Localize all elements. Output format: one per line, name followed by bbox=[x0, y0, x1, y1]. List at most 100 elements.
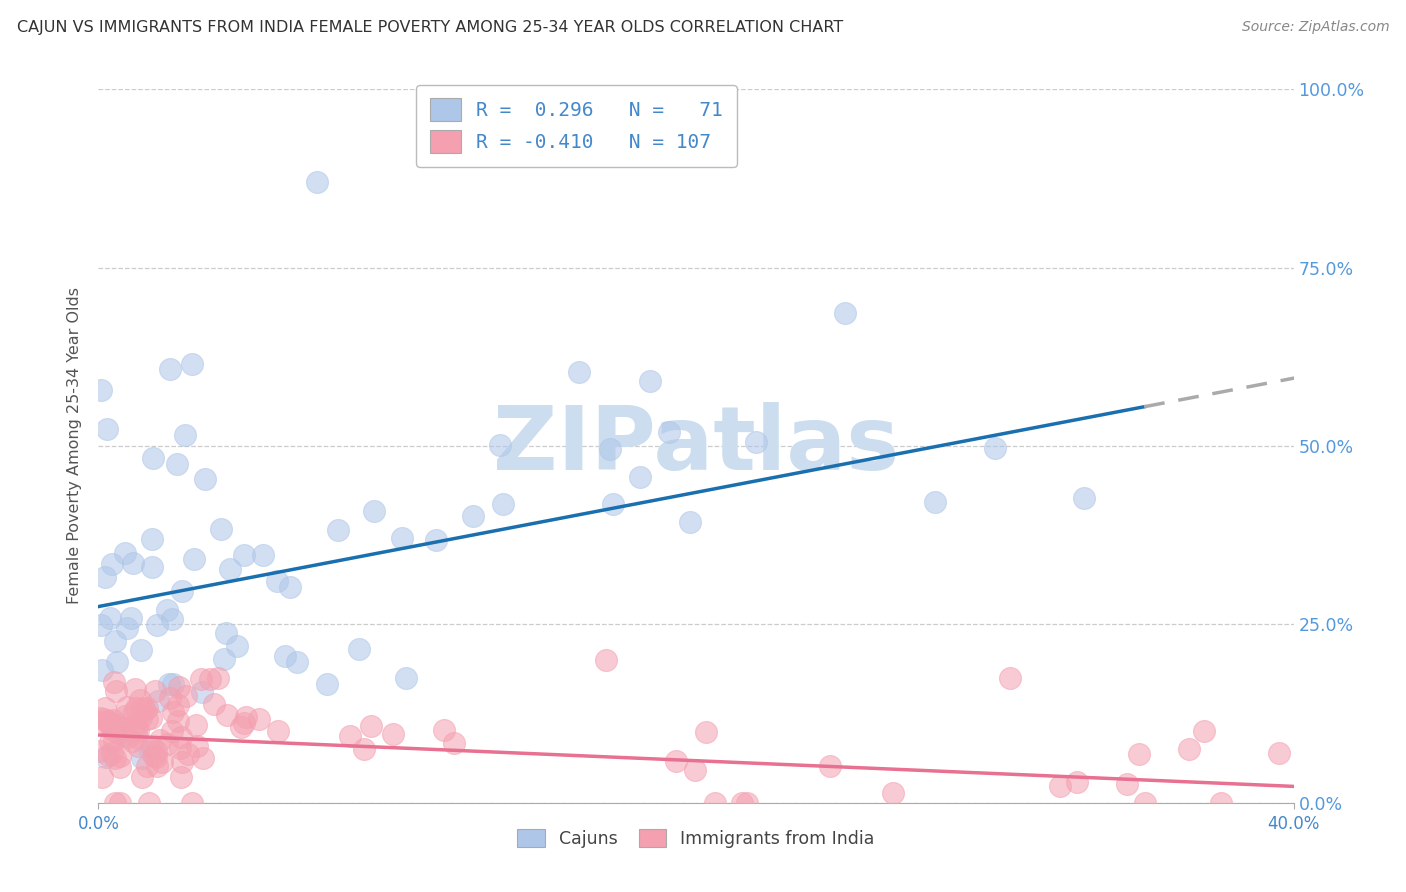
Point bbox=[104, 796, 127, 810]
Point bbox=[108, 720, 131, 734]
Point bbox=[167, 680, 190, 694]
Point bbox=[492, 497, 515, 511]
Point bbox=[274, 649, 297, 664]
Point bbox=[202, 698, 225, 712]
Point bbox=[115, 621, 138, 635]
Point bbox=[129, 643, 152, 657]
Point bbox=[142, 450, 165, 465]
Point bbox=[215, 626, 238, 640]
Point bbox=[117, 730, 139, 744]
Point bbox=[156, 602, 179, 616]
Point bbox=[127, 724, 149, 739]
Point bbox=[141, 533, 163, 547]
Point bbox=[129, 710, 152, 724]
Point bbox=[212, 651, 235, 665]
Point bbox=[658, 425, 681, 439]
Point bbox=[139, 744, 162, 758]
Point bbox=[146, 617, 169, 632]
Point bbox=[186, 739, 208, 753]
Point bbox=[184, 718, 207, 732]
Point bbox=[104, 684, 127, 698]
Point bbox=[141, 559, 163, 574]
Point bbox=[1178, 742, 1201, 756]
Point bbox=[104, 717, 127, 731]
Point bbox=[267, 723, 290, 738]
Point bbox=[924, 495, 946, 509]
Text: ZIPatlas: ZIPatlas bbox=[494, 402, 898, 490]
Point bbox=[134, 703, 156, 717]
Point bbox=[695, 724, 717, 739]
Point bbox=[169, 740, 191, 755]
Point bbox=[96, 422, 118, 436]
Point bbox=[602, 496, 624, 510]
Point bbox=[114, 708, 136, 723]
Point bbox=[97, 714, 120, 728]
Point bbox=[326, 523, 349, 537]
Point bbox=[247, 712, 270, 726]
Point bbox=[121, 734, 143, 748]
Point bbox=[166, 457, 188, 471]
Point bbox=[679, 515, 702, 529]
Point bbox=[316, 677, 339, 691]
Point bbox=[141, 711, 163, 725]
Point bbox=[1115, 777, 1137, 791]
Point bbox=[136, 700, 159, 714]
Point bbox=[91, 770, 114, 784]
Point bbox=[363, 504, 385, 518]
Point bbox=[157, 677, 180, 691]
Legend: Cajuns, Immigrants from India: Cajuns, Immigrants from India bbox=[510, 822, 882, 855]
Point bbox=[127, 739, 149, 753]
Point bbox=[98, 735, 121, 749]
Point bbox=[181, 357, 204, 371]
Point bbox=[93, 712, 115, 726]
Point bbox=[568, 365, 591, 379]
Point bbox=[735, 796, 758, 810]
Point bbox=[101, 557, 124, 571]
Point bbox=[194, 472, 217, 486]
Point bbox=[150, 755, 173, 769]
Point bbox=[122, 556, 145, 570]
Y-axis label: Female Poverty Among 25-34 Year Olds: Female Poverty Among 25-34 Year Olds bbox=[67, 287, 83, 605]
Point bbox=[219, 562, 242, 576]
Point bbox=[124, 681, 146, 696]
Point bbox=[1128, 747, 1150, 761]
Point bbox=[209, 522, 232, 536]
Point bbox=[138, 796, 160, 810]
Point bbox=[882, 786, 904, 800]
Point bbox=[169, 770, 191, 784]
Point bbox=[101, 713, 124, 727]
Point bbox=[131, 770, 153, 784]
Point bbox=[166, 714, 188, 728]
Point bbox=[98, 717, 121, 731]
Point bbox=[160, 612, 183, 626]
Point bbox=[183, 551, 205, 566]
Point bbox=[112, 728, 135, 742]
Point bbox=[174, 689, 197, 703]
Point bbox=[98, 611, 121, 625]
Point bbox=[638, 374, 661, 388]
Point bbox=[108, 760, 131, 774]
Point bbox=[104, 634, 127, 648]
Point bbox=[141, 740, 163, 755]
Point bbox=[97, 716, 120, 731]
Point bbox=[127, 720, 149, 734]
Point bbox=[131, 751, 153, 765]
Point bbox=[745, 434, 768, 449]
Point bbox=[1267, 746, 1289, 760]
Point bbox=[425, 533, 447, 547]
Point bbox=[1073, 491, 1095, 505]
Point bbox=[125, 731, 148, 745]
Point bbox=[108, 749, 131, 764]
Point bbox=[104, 750, 127, 764]
Point bbox=[107, 655, 129, 669]
Point bbox=[143, 748, 166, 763]
Point bbox=[381, 727, 404, 741]
Point bbox=[107, 725, 129, 739]
Point bbox=[232, 716, 254, 731]
Point bbox=[1192, 724, 1215, 739]
Point bbox=[200, 672, 222, 686]
Point bbox=[101, 746, 124, 760]
Point bbox=[683, 763, 706, 777]
Point bbox=[146, 694, 169, 708]
Point bbox=[120, 611, 142, 625]
